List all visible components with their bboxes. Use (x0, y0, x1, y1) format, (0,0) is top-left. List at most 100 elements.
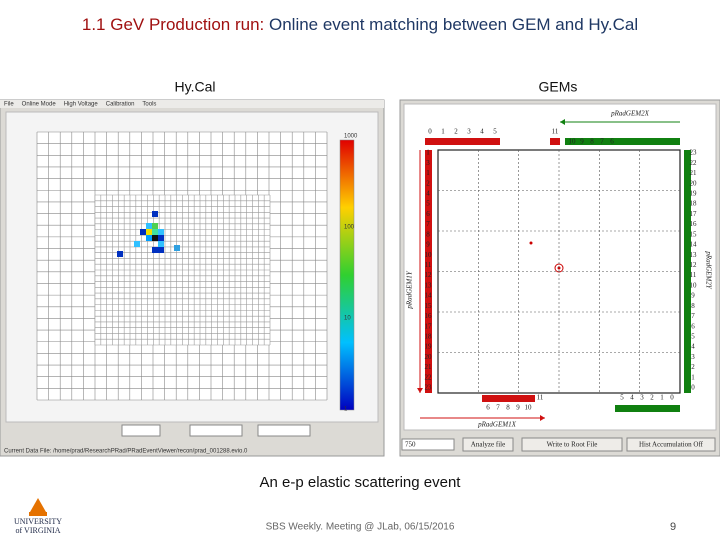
strip (425, 138, 500, 145)
strip (425, 150, 432, 393)
button-label: Write to Root File (547, 441, 598, 449)
menu-bar (0, 100, 384, 108)
strip-label: 5 (691, 333, 695, 341)
strip-label: 17 (425, 322, 433, 330)
menu-item[interactable]: Calibration (106, 102, 135, 108)
strip-label: 17 (690, 210, 698, 218)
strip-label: 2 (454, 128, 458, 136)
strip-label: 9 (516, 404, 520, 412)
hycal-screenshot: Current Data File: /home/prad/ResearchPR… (0, 99, 385, 457)
strip-label: 7 (496, 404, 500, 412)
menu-item[interactable]: Tools (142, 102, 156, 108)
title-rest: Online event matching between GEM and Hy… (269, 15, 638, 34)
strip-label: 1 (426, 149, 430, 157)
arrowhead (540, 415, 545, 421)
hit (158, 247, 164, 253)
strip-label: 10 (425, 251, 433, 259)
strip (565, 138, 680, 145)
strip-label: 23 (690, 149, 698, 157)
strip-label: 11 (552, 128, 559, 136)
strip-label: 16 (690, 220, 698, 228)
colorbar-label: 1 (344, 407, 348, 413)
strip-label: 19 (425, 343, 433, 351)
axis-label: pRadGEM2Y (704, 250, 712, 289)
colorbar-label: 100 (344, 225, 355, 231)
colorbar (339, 139, 355, 411)
strip-label: 11 (425, 261, 432, 269)
strip (615, 405, 680, 412)
status: Current Data File: /home/prad/ResearchPR… (4, 449, 248, 455)
strip-label: 10 (569, 138, 577, 146)
hit (152, 247, 158, 253)
button[interactable] (462, 437, 514, 452)
strip-label: 15 (425, 302, 433, 310)
strip (482, 395, 535, 402)
strip-label: 1 (441, 128, 445, 136)
button-label: Hist Accumulation Off (639, 441, 704, 449)
strip-label: 22 (690, 159, 698, 167)
hit (152, 235, 158, 241)
strip-label: 14 (690, 241, 698, 249)
strip-label: 8 (691, 302, 695, 310)
strip-label: 11 (537, 394, 544, 402)
strip-label: 1 (426, 169, 430, 177)
strip-label: 5 (426, 200, 430, 208)
gems-label: GEMs (539, 79, 578, 95)
footer-meeting: SBS Weekly. Meeting @ JLab, 06/15/2016 (266, 522, 455, 533)
arrowhead (560, 119, 565, 125)
logo-rotunda (30, 498, 46, 512)
hit (174, 245, 180, 251)
strip-label: 6 (610, 138, 614, 146)
slide-title: 1.1 GeV Production run: Online event mat… (82, 15, 638, 34)
axis-label: pRadGEM1Y (406, 270, 414, 309)
hit (117, 251, 123, 257)
strip-label: 15 (690, 230, 698, 238)
strip-label: 0 (428, 128, 432, 136)
strip-label: 3 (640, 394, 644, 402)
menu-item[interactable]: Online Mode (22, 102, 57, 108)
strip-label: 12 (690, 261, 698, 269)
menu-item[interactable]: High Voltage (64, 102, 99, 108)
hit (140, 229, 146, 235)
strip-label: 2 (691, 363, 695, 371)
strip-label: 20 (425, 353, 433, 361)
strip-label: 1 (691, 373, 695, 381)
strip-label: 4 (691, 343, 695, 351)
colorbar-label: 10 (344, 316, 351, 322)
strip (684, 150, 691, 393)
strip-label: 10 (690, 281, 698, 289)
strip-label: 21 (425, 363, 433, 371)
strip-label: 18 (690, 200, 698, 208)
hit (152, 223, 158, 229)
strip-label: 14 (425, 292, 433, 300)
strip-label: 9 (691, 292, 695, 300)
arrowhead (417, 388, 423, 393)
strip-label: 13 (425, 281, 433, 289)
box (121, 424, 161, 437)
hit (146, 235, 152, 241)
menu-item[interactable]: File (4, 102, 14, 108)
strip-label: 18 (425, 333, 433, 341)
hit (146, 229, 152, 235)
strip-label: 7 (600, 138, 604, 146)
strip-label: 4 (480, 128, 484, 136)
input-value: 750 (405, 441, 416, 449)
strip-label: 13 (690, 251, 698, 259)
strip-label: 0 (670, 394, 674, 402)
strip-label: 8 (426, 230, 430, 238)
input-box[interactable] (401, 438, 455, 451)
strip-label: 8 (506, 404, 510, 412)
hit (158, 235, 164, 241)
button[interactable] (626, 437, 716, 452)
axis-label: pRadGEM2X (610, 110, 649, 118)
strip-label: 5 (620, 394, 624, 402)
strip-label: 3 (691, 353, 695, 361)
gem-screenshot: pRadGEM2X pRadGEM1X pRadGEM1Y pRadGEM2Y … (399, 99, 720, 457)
strip-label: 3 (467, 128, 471, 136)
hit (134, 241, 140, 247)
strip-label: 23 (425, 384, 433, 392)
strip-label: 3 (426, 159, 430, 167)
button[interactable] (521, 437, 623, 452)
box (189, 424, 243, 437)
